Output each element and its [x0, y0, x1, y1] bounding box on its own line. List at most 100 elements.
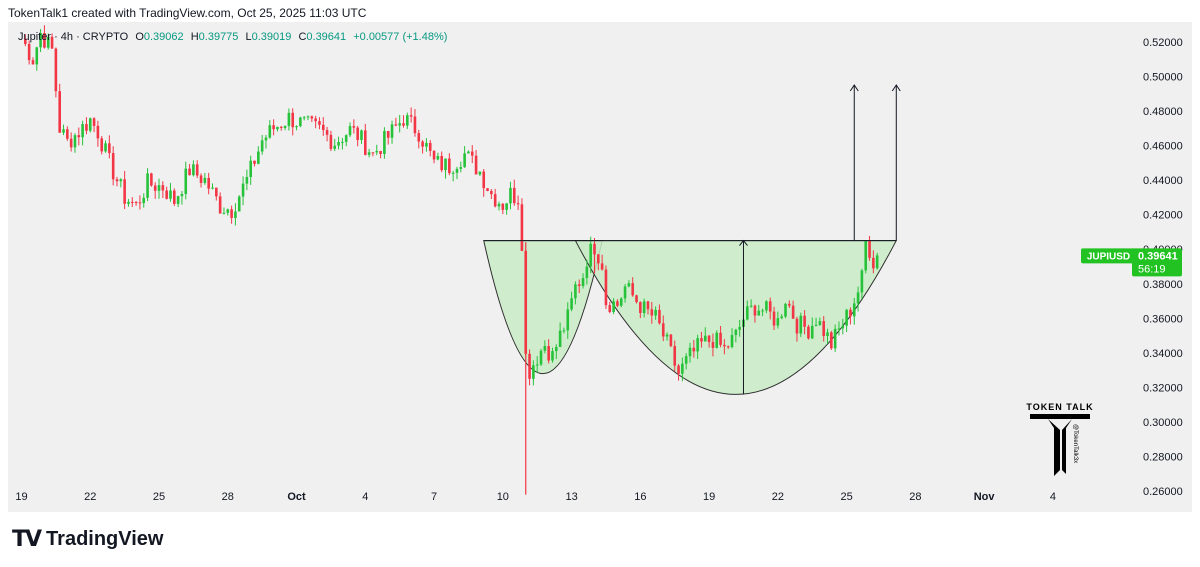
candle-body: [218, 196, 222, 214]
tradingview-wordmark: TradingView: [46, 528, 164, 550]
candle-body: [130, 201, 134, 203]
y-tick-label: 0.50000: [1143, 71, 1183, 83]
candle-body: [470, 151, 474, 156]
watermark-t-bar: [1030, 414, 1090, 419]
candle-body: [46, 36, 50, 48]
candle-body: [478, 171, 482, 175]
candle-body: [818, 321, 822, 325]
candle-body: [616, 301, 619, 306]
candle-body: [493, 194, 497, 207]
candle-body: [872, 257, 875, 269]
price-chart[interactable]: 0.52000 0.50000 0.48000 0.46000 0.44000 0.420…: [8, 22, 1192, 512]
candle-body: [432, 150, 436, 160]
candle-body: [734, 329, 738, 336]
candle-body: [241, 183, 245, 197]
candle-body: [88, 118, 92, 131]
x-tick-label: 28: [909, 491, 921, 503]
candle-body: [310, 116, 314, 119]
candle-body: [791, 305, 795, 319]
candle-body: [123, 179, 126, 204]
candle-body: [100, 138, 104, 152]
candle-body: [845, 309, 848, 326]
candle-body: [237, 196, 241, 212]
candle-body: [555, 347, 558, 352]
candle-body: [54, 48, 58, 92]
candle-body: [650, 309, 654, 316]
candle-body: [249, 160, 252, 178]
close-label: C: [298, 31, 307, 43]
candle-body: [169, 190, 172, 199]
y-tick-label: 0.34000: [1143, 348, 1183, 360]
candle-body: [512, 187, 516, 204]
candle-body: [394, 124, 398, 126]
candle-body: [329, 134, 333, 149]
candle-body: [581, 278, 585, 287]
x-tick-label: Oct: [287, 491, 306, 503]
candle-body: [245, 177, 249, 184]
candle-body: [635, 295, 638, 303]
candle-body: [444, 158, 447, 171]
candle-body: [810, 325, 814, 339]
x-tick-label: 16: [634, 491, 646, 503]
candle-body: [50, 36, 54, 49]
candle-body: [696, 338, 699, 352]
x-tick-label: 7: [431, 491, 437, 503]
candle-body: [96, 125, 100, 139]
candle-body: [776, 318, 780, 326]
tradingview-logo[interactable]: TV TradingView: [12, 527, 164, 552]
candle-body: [490, 190, 493, 195]
candle-body: [715, 332, 719, 348]
candle-body: [306, 116, 310, 118]
candle-body: [341, 141, 344, 143]
candle-body: [73, 135, 77, 148]
candle-body: [761, 310, 764, 312]
candle-body: [562, 330, 566, 332]
candle-body: [799, 315, 803, 334]
candle-body: [784, 303, 787, 317]
candle-body: [440, 155, 443, 171]
candle-body: [279, 126, 283, 128]
candle-body: [623, 286, 627, 299]
candle-body: [837, 328, 841, 330]
candle-body: [448, 158, 451, 174]
symbol-label[interactable]: Jupiter · 4h · CRYPTO: [18, 31, 129, 43]
candle-body: [730, 335, 734, 348]
candle-body: [260, 140, 264, 152]
cup-handle-left-shape[interactable]: [483, 240, 603, 374]
candle-body: [276, 126, 279, 130]
candle-body: [367, 152, 371, 155]
y-tick-label: 0.52000: [1143, 37, 1183, 49]
candle-body: [757, 310, 761, 316]
chart-credit: TokenTalk1 created with TradingView.com,…: [8, 6, 367, 20]
target-arrowhead: [849, 84, 859, 92]
candle-body: [788, 303, 791, 306]
candle-body: [203, 177, 207, 183]
candle-body: [639, 302, 642, 313]
candle-body: [856, 292, 860, 304]
candle-body: [486, 188, 489, 191]
candle-body: [272, 125, 275, 130]
candle-body: [173, 190, 176, 204]
change-value: +0.00577 (+1.48%): [353, 31, 448, 43]
low-label: L: [245, 31, 252, 43]
chart-area[interactable]: 0.52000 0.50000 0.48000 0.46000 0.44000 0.420…: [8, 22, 1192, 512]
candle-body: [459, 167, 463, 169]
candle-body: [215, 187, 218, 197]
candle-body: [692, 347, 696, 352]
candle-body: [337, 141, 340, 146]
symbol-tag-bg: [1081, 248, 1136, 264]
candle-countdown: 56:19: [1138, 263, 1166, 275]
cup-main-shape[interactable]: [574, 240, 898, 395]
candle-body: [283, 125, 287, 128]
candle-body: [738, 326, 741, 330]
cup-depth-arrowhead: [739, 239, 748, 246]
candle-body: [501, 203, 505, 210]
candle-body: [658, 309, 661, 324]
candle-body: [352, 126, 356, 128]
candle-body: [482, 171, 486, 189]
candle-body: [768, 301, 772, 312]
candle-body: [726, 346, 730, 348]
target-arrowhead: [891, 84, 901, 92]
candle-body: [551, 351, 554, 361]
candle-body: [600, 263, 604, 270]
